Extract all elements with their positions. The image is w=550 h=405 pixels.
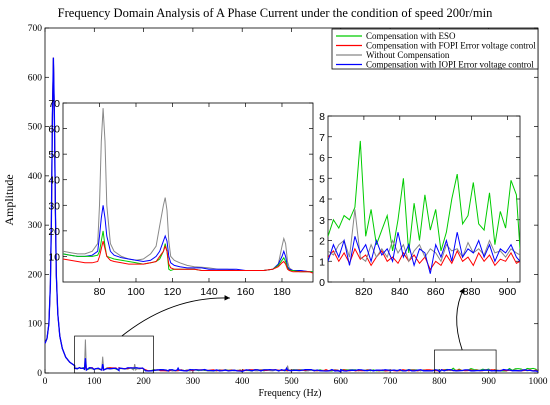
x-tick-label: 700: [383, 377, 398, 387]
inset-y-tick-label: 4: [319, 194, 325, 206]
x-tick-label: 400: [235, 377, 250, 387]
inset-right-line-compensation-with-eso: [328, 140, 520, 253]
zoom-arrow-left: [121, 295, 230, 337]
legend-label-compensation-with-eso: Compensation with ESO: [366, 31, 456, 41]
zoom-arrows: [121, 287, 465, 351]
inset-x-tick-label: 880: [463, 286, 481, 298]
zoom-box-right: [434, 349, 497, 374]
legend-label-compensation-with-iopi-error-voltage-control: Compensation with IOPI Error voltage con…: [366, 60, 534, 70]
inset-y-tick-label: 40: [48, 175, 60, 187]
inset-right-lines: [328, 140, 520, 274]
main-tick-labels: 0 100 200 300 400 500 600 700 800 900 100001002003…: [28, 24, 548, 387]
y-tick-label: 500: [28, 123, 43, 133]
zoom-box-left: [74, 335, 154, 374]
y-tick-label: 400: [28, 172, 43, 182]
x-tick-label: 1000: [529, 377, 548, 387]
inset-x-tick-label: 840: [391, 286, 409, 298]
inset-y-tick-label: 6: [319, 153, 325, 165]
y-tick-label: 0: [37, 369, 42, 379]
x-tick-label: 900: [482, 377, 497, 387]
inset-y-tick-label: 10: [48, 251, 60, 263]
inset-y-tick-label: 50: [48, 149, 60, 161]
y-tick-label: 100: [28, 320, 43, 330]
y-tick-label: 700: [28, 24, 43, 34]
inset-x-tick-label: 860: [427, 286, 445, 298]
inset-y-tick-label: 8: [319, 111, 325, 123]
x-tick-label: 200: [136, 377, 151, 387]
legend-label-compensation-with-fopi-error-voltage-control: Compensation with FOPI Error voltage con…: [366, 41, 536, 51]
inset-right-plot: 820 840 860 880 900 0 1 2 3 4 5 6 7 8: [319, 111, 521, 298]
zoom-arrow-right: [456, 287, 465, 351]
x-tick-label: 600: [334, 377, 349, 387]
x-tick-label: 800: [432, 377, 447, 387]
inset-left-line-compensation-with-eso: [63, 230, 313, 273]
inset-left-lines: [63, 108, 313, 274]
inset-x-tick-label: 820: [355, 286, 373, 298]
inset-y-tick-label: 1: [319, 256, 325, 268]
inset-x-tick-label: 160: [237, 286, 255, 298]
inset-right-line-without-compensation: [328, 209, 520, 263]
inset-x-tick-label: 120: [164, 286, 182, 298]
x-tick-label: 100: [87, 377, 102, 387]
x-axis-title: Frequency (Hz): [258, 388, 321, 399]
inset-left-line-without-compensation: [63, 108, 313, 273]
zoom-source-boxes: [74, 335, 497, 374]
inset-left-plot: 80 100 120 140 160 180 10 20 30 40 50 60 70: [48, 98, 314, 298]
x-tick-label: 0: [43, 377, 48, 387]
inset-y-tick-label: 60: [48, 124, 60, 136]
chart-title: Frequency Domain Analysis of A Phase Cur…: [58, 6, 493, 20]
inset-y-tick-label: 30: [48, 200, 60, 212]
inset-y-tick-label: 20: [48, 226, 60, 238]
main-series-lines: [44, 57, 539, 373]
inset-x-tick-label: 140: [200, 286, 218, 298]
inset-x-tick-label: 100: [127, 286, 145, 298]
y-tick-label: 200: [28, 270, 43, 280]
main-line-compensation-with-iopi-error-voltage-control: [44, 57, 539, 373]
inset-y-tick-label: 0: [319, 277, 325, 289]
inset-left-line-compensation-with-iopi-error-voltage-control: [63, 205, 313, 273]
inset-y-tick-label: 7: [319, 132, 325, 144]
inset-y-tick-label: 70: [48, 98, 60, 110]
inset-y-tick-label: 5: [319, 173, 325, 185]
y-tick-label: 300: [28, 221, 43, 231]
x-tick-label: 300: [186, 377, 201, 387]
inset-x-tick-label: 900: [499, 286, 517, 298]
x-tick-label: 500: [284, 377, 299, 387]
y-tick-label: 600: [28, 73, 43, 83]
y-axis-title: Amplitude: [2, 174, 16, 225]
inset-left-line-compensation-with-fopi-error-voltage-control: [63, 240, 313, 274]
inset-right-line-compensation-with-iopi-error-voltage-control: [328, 232, 520, 274]
legend-label-without-compensation: Without Compensation: [366, 50, 450, 60]
inset-left-frame: [62, 102, 314, 283]
legend-box: [331, 28, 539, 70]
inset-x-tick-label: 180: [273, 286, 291, 298]
inset-x-tick-label: 80: [94, 286, 106, 298]
inset-y-tick-label: 3: [319, 215, 325, 227]
inset-y-tick-label: 2: [319, 236, 325, 248]
